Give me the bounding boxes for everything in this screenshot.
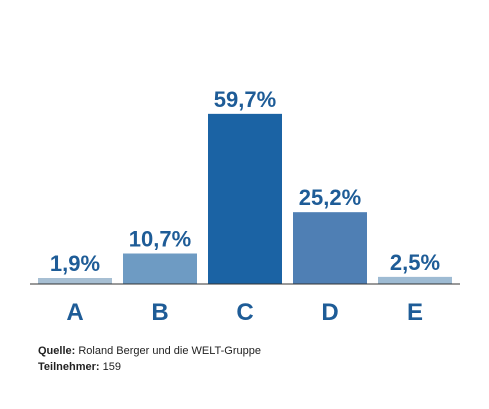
bar-a — [38, 278, 112, 284]
value-label-a: 1,9% — [50, 251, 100, 276]
value-label-e: 2,5% — [390, 250, 440, 275]
value-label-d: 25,2% — [299, 185, 361, 210]
bar-b — [123, 253, 197, 284]
source-value: Roland Berger und die WELT-Gruppe — [78, 345, 261, 357]
category-label-e: E — [407, 299, 423, 326]
bar-e — [378, 276, 452, 284]
category-label-b: B — [151, 299, 168, 326]
value-label-c: 59,7% — [214, 87, 276, 112]
bars-layer — [38, 113, 452, 284]
bar-c — [208, 113, 282, 284]
value-label-b: 10,7% — [129, 227, 191, 252]
source-label: Quelle: — [38, 345, 76, 357]
category-label-d: D — [321, 299, 338, 326]
footer-participants: Teilnehmer: 159 — [38, 361, 121, 373]
labels-layer: 1,9% A 10,7% B 59,7% C 25,2% D 2,5% E — [50, 87, 440, 326]
category-label-c: C — [236, 299, 253, 326]
category-label-a: A — [66, 299, 83, 326]
footer-source: Quelle: Roland Berger und die WELT-Grupp… — [38, 345, 261, 357]
participants-label: Teilnehmer: — [38, 361, 100, 373]
bar-d — [293, 212, 367, 284]
participants-value: 159 — [102, 361, 121, 373]
